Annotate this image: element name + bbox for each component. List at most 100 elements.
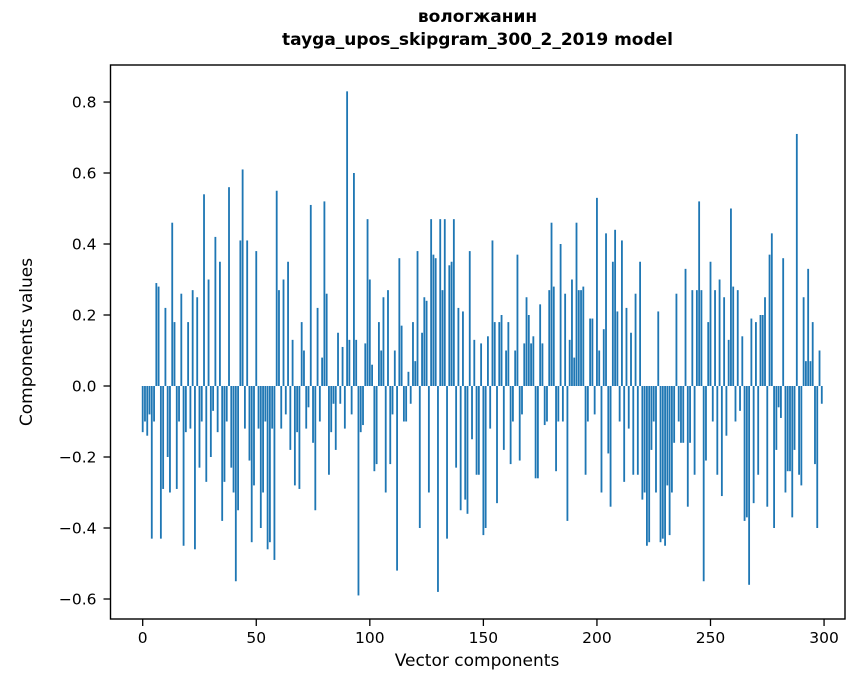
bar (389, 386, 392, 465)
bar (732, 286, 735, 386)
bar (573, 357, 576, 386)
bar (768, 254, 771, 386)
bar (171, 222, 174, 386)
bar (155, 283, 158, 386)
bar (561, 386, 564, 422)
bar (150, 386, 153, 539)
bar (614, 229, 617, 386)
bar (427, 386, 430, 493)
bar (409, 386, 412, 404)
bar (512, 386, 514, 422)
bar (782, 258, 785, 386)
bar (516, 254, 519, 386)
bar (664, 386, 666, 546)
bar (477, 386, 480, 475)
bar (402, 386, 405, 422)
bar (752, 386, 755, 504)
bar (275, 190, 278, 386)
bar (462, 311, 464, 386)
bar (184, 386, 187, 433)
bar (532, 336, 535, 386)
bar (212, 386, 215, 411)
bar (668, 386, 671, 536)
bar (734, 386, 737, 422)
bar (423, 297, 426, 386)
bar (716, 386, 719, 475)
bar (259, 386, 262, 528)
bar (650, 386, 653, 450)
bar (366, 219, 369, 386)
bar (802, 297, 805, 386)
bar (698, 201, 701, 386)
bar (255, 251, 258, 386)
bar (793, 386, 796, 450)
bar (607, 386, 610, 454)
bar (480, 343, 483, 386)
bar (141, 386, 144, 433)
bar (196, 297, 199, 386)
bar (666, 386, 669, 486)
bar (764, 297, 766, 386)
bar (475, 386, 478, 475)
bar (182, 386, 185, 546)
y-tick-label: −0.2 (59, 448, 97, 466)
bar (702, 386, 705, 582)
bar (618, 386, 621, 422)
bar (695, 290, 698, 386)
bar (557, 386, 560, 422)
bar (450, 261, 453, 386)
bar (332, 386, 335, 404)
bar (709, 261, 712, 386)
bar (382, 297, 385, 386)
bar (759, 315, 762, 386)
bar (627, 386, 630, 429)
bar (745, 386, 748, 518)
bar (521, 386, 523, 415)
bar (414, 361, 417, 386)
bar (741, 336, 744, 386)
bar (164, 307, 167, 386)
bar (353, 173, 355, 386)
bar (693, 386, 696, 475)
bar (541, 343, 544, 386)
bar (539, 304, 542, 386)
x-tick-label: 0 (138, 629, 148, 647)
y-tick-label: 0.6 (72, 164, 97, 182)
bar (673, 386, 676, 443)
bar (600, 386, 603, 493)
y-tick-label: 0.2 (72, 306, 97, 324)
bar (468, 251, 471, 386)
bar (157, 286, 160, 386)
bar (580, 290, 582, 386)
bar (757, 386, 760, 475)
bar (287, 261, 289, 386)
bar (230, 386, 233, 468)
bar (246, 240, 249, 386)
bar (773, 386, 775, 528)
bar (691, 290, 694, 386)
bar (446, 386, 448, 539)
bar (323, 201, 326, 386)
bar (586, 386, 589, 422)
bar (175, 386, 178, 489)
bar (214, 236, 217, 386)
chart-title: вологжанин tayga_upos_skipgram_300_2_201… (110, 6, 845, 52)
bar (316, 307, 319, 386)
bar (318, 386, 321, 422)
bar (330, 386, 333, 433)
bar (714, 290, 716, 386)
bar (730, 208, 732, 386)
bar (189, 386, 192, 429)
bar (289, 386, 292, 450)
bar (718, 279, 721, 386)
bar (237, 386, 239, 511)
bar (711, 386, 714, 422)
bar (736, 290, 739, 386)
bar (430, 219, 433, 386)
bar (605, 233, 607, 386)
bar (489, 386, 492, 429)
bar (582, 286, 585, 386)
bar (621, 240, 623, 386)
bar (623, 386, 626, 482)
